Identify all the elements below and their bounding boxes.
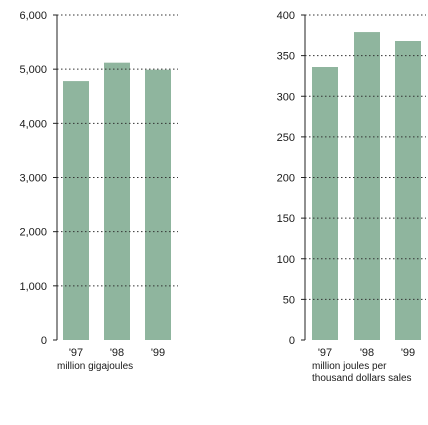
chart-2-ytick-label-7: 350 <box>277 51 295 63</box>
chart-2-bar-3 <box>395 41 421 340</box>
chart-2-ytick-label-3: 150 <box>277 213 295 225</box>
chart-1-ytick-label-5: 5,000 <box>19 64 47 76</box>
chart-2-caption-line-2: thousand dollars sales <box>312 373 412 384</box>
chart-1-caption: million gigajoules <box>57 361 134 372</box>
chart-2-ytick-label-1: 50 <box>283 294 295 306</box>
chart-1-category-label-1: '97 <box>69 347 83 359</box>
chart-2-category-label-2: '98 <box>360 347 374 359</box>
chart-2-ytick-label-4: 200 <box>277 173 295 185</box>
chart-2-caption-line-1: million joules per <box>312 361 387 372</box>
chart-1-ytick-label-3: 3,000 <box>19 173 47 185</box>
chart-2-ytick-label-8: 400 <box>277 10 295 22</box>
chart-1-bar-1 <box>63 81 89 340</box>
chart-1-category-label-2: '98 <box>110 347 124 359</box>
chart-1-ytick-label-4: 4,000 <box>19 118 47 130</box>
chart-1-ytick-label-0: 0 <box>41 335 47 347</box>
chart-1-ytick-label-2: 2,000 <box>19 227 47 239</box>
chart-2-bar-1 <box>312 67 338 340</box>
chart-2-ytick-label-6: 300 <box>277 91 295 103</box>
chart-1-category-label-3: '99 <box>151 347 165 359</box>
chart-2-ytick-label-0: 0 <box>289 335 295 347</box>
chart-1-ytick-label-1: 1,000 <box>19 281 47 293</box>
chart-2-category-label-1: '97 <box>318 347 332 359</box>
chart-1-ytick-label-6: 6,000 <box>19 10 47 22</box>
chart-1-bar-3 <box>145 69 171 340</box>
chart-2-ytick-label-5: 250 <box>277 132 295 144</box>
chart-1-bar-2 <box>104 62 130 341</box>
chart-2-category-label-3: '99 <box>401 347 415 359</box>
chart-2-ytick-label-2: 100 <box>277 254 295 266</box>
chart-2-caption: million joules per thousand dollars sale… <box>312 361 412 385</box>
chart-2-bar-2 <box>354 32 380 340</box>
